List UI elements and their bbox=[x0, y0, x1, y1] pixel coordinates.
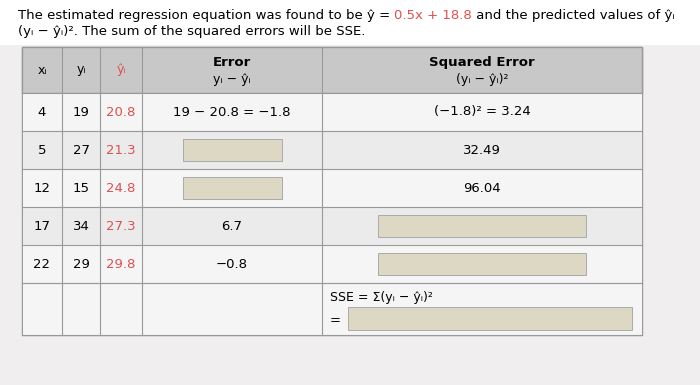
Text: 29: 29 bbox=[73, 258, 90, 271]
Text: SSE = Σ(yᵢ − ŷᵢ)²: SSE = Σ(yᵢ − ŷᵢ)² bbox=[330, 291, 433, 304]
Text: (yᵢ − ŷᵢ)²: (yᵢ − ŷᵢ)² bbox=[456, 73, 508, 86]
Bar bbox=[22, 131, 642, 169]
Bar bbox=[22, 283, 642, 335]
Text: ŷᵢ: ŷᵢ bbox=[116, 64, 126, 77]
Text: 17: 17 bbox=[34, 219, 50, 233]
Text: 15: 15 bbox=[73, 181, 90, 194]
Text: 12: 12 bbox=[34, 181, 50, 194]
Text: 19 − 20.8 = −1.8: 19 − 20.8 = −1.8 bbox=[174, 105, 290, 119]
Bar bbox=[378, 215, 586, 237]
Text: 19: 19 bbox=[73, 105, 90, 119]
Bar bbox=[183, 177, 281, 199]
Bar bbox=[22, 169, 642, 207]
Bar bbox=[348, 306, 632, 330]
Text: 24.8: 24.8 bbox=[106, 181, 136, 194]
Text: (yᵢ − ŷᵢ)². The sum of the squared errors will be SSE.: (yᵢ − ŷᵢ)². The sum of the squared error… bbox=[18, 25, 365, 38]
Bar bbox=[22, 47, 642, 335]
Text: yᵢ: yᵢ bbox=[76, 64, 86, 77]
Text: The estimated regression equation was found to be ŷ =: The estimated regression equation was fo… bbox=[18, 9, 394, 22]
Text: yᵢ − ŷᵢ: yᵢ − ŷᵢ bbox=[213, 73, 251, 86]
Bar bbox=[22, 207, 642, 245]
Text: 22: 22 bbox=[34, 258, 50, 271]
Text: 6.7: 6.7 bbox=[221, 219, 242, 233]
Text: 27.3: 27.3 bbox=[106, 219, 136, 233]
Text: 32.49: 32.49 bbox=[463, 144, 501, 156]
Text: =: = bbox=[330, 314, 341, 327]
Bar bbox=[22, 245, 642, 283]
Text: 5: 5 bbox=[38, 144, 46, 156]
Text: 4: 4 bbox=[38, 105, 46, 119]
Text: −0.8: −0.8 bbox=[216, 258, 248, 271]
Text: 0.5x + 18.8: 0.5x + 18.8 bbox=[394, 9, 472, 22]
Text: 20.8: 20.8 bbox=[106, 105, 136, 119]
Text: 29.8: 29.8 bbox=[106, 258, 136, 271]
Text: Squared Error: Squared Error bbox=[429, 56, 535, 69]
Text: 21.3: 21.3 bbox=[106, 144, 136, 156]
Text: xᵢ: xᵢ bbox=[37, 64, 47, 77]
Text: 34: 34 bbox=[73, 219, 90, 233]
Text: (−1.8)² = 3.24: (−1.8)² = 3.24 bbox=[433, 105, 531, 119]
Text: 27: 27 bbox=[73, 144, 90, 156]
Text: 96.04: 96.04 bbox=[463, 181, 500, 194]
Bar bbox=[0, 0, 700, 45]
Bar bbox=[22, 47, 642, 93]
Bar bbox=[183, 139, 281, 161]
Bar bbox=[22, 93, 642, 131]
Text: Error: Error bbox=[213, 56, 251, 69]
Bar bbox=[378, 253, 586, 275]
Text: and the predicted values of ŷᵢ: and the predicted values of ŷᵢ bbox=[472, 9, 675, 22]
